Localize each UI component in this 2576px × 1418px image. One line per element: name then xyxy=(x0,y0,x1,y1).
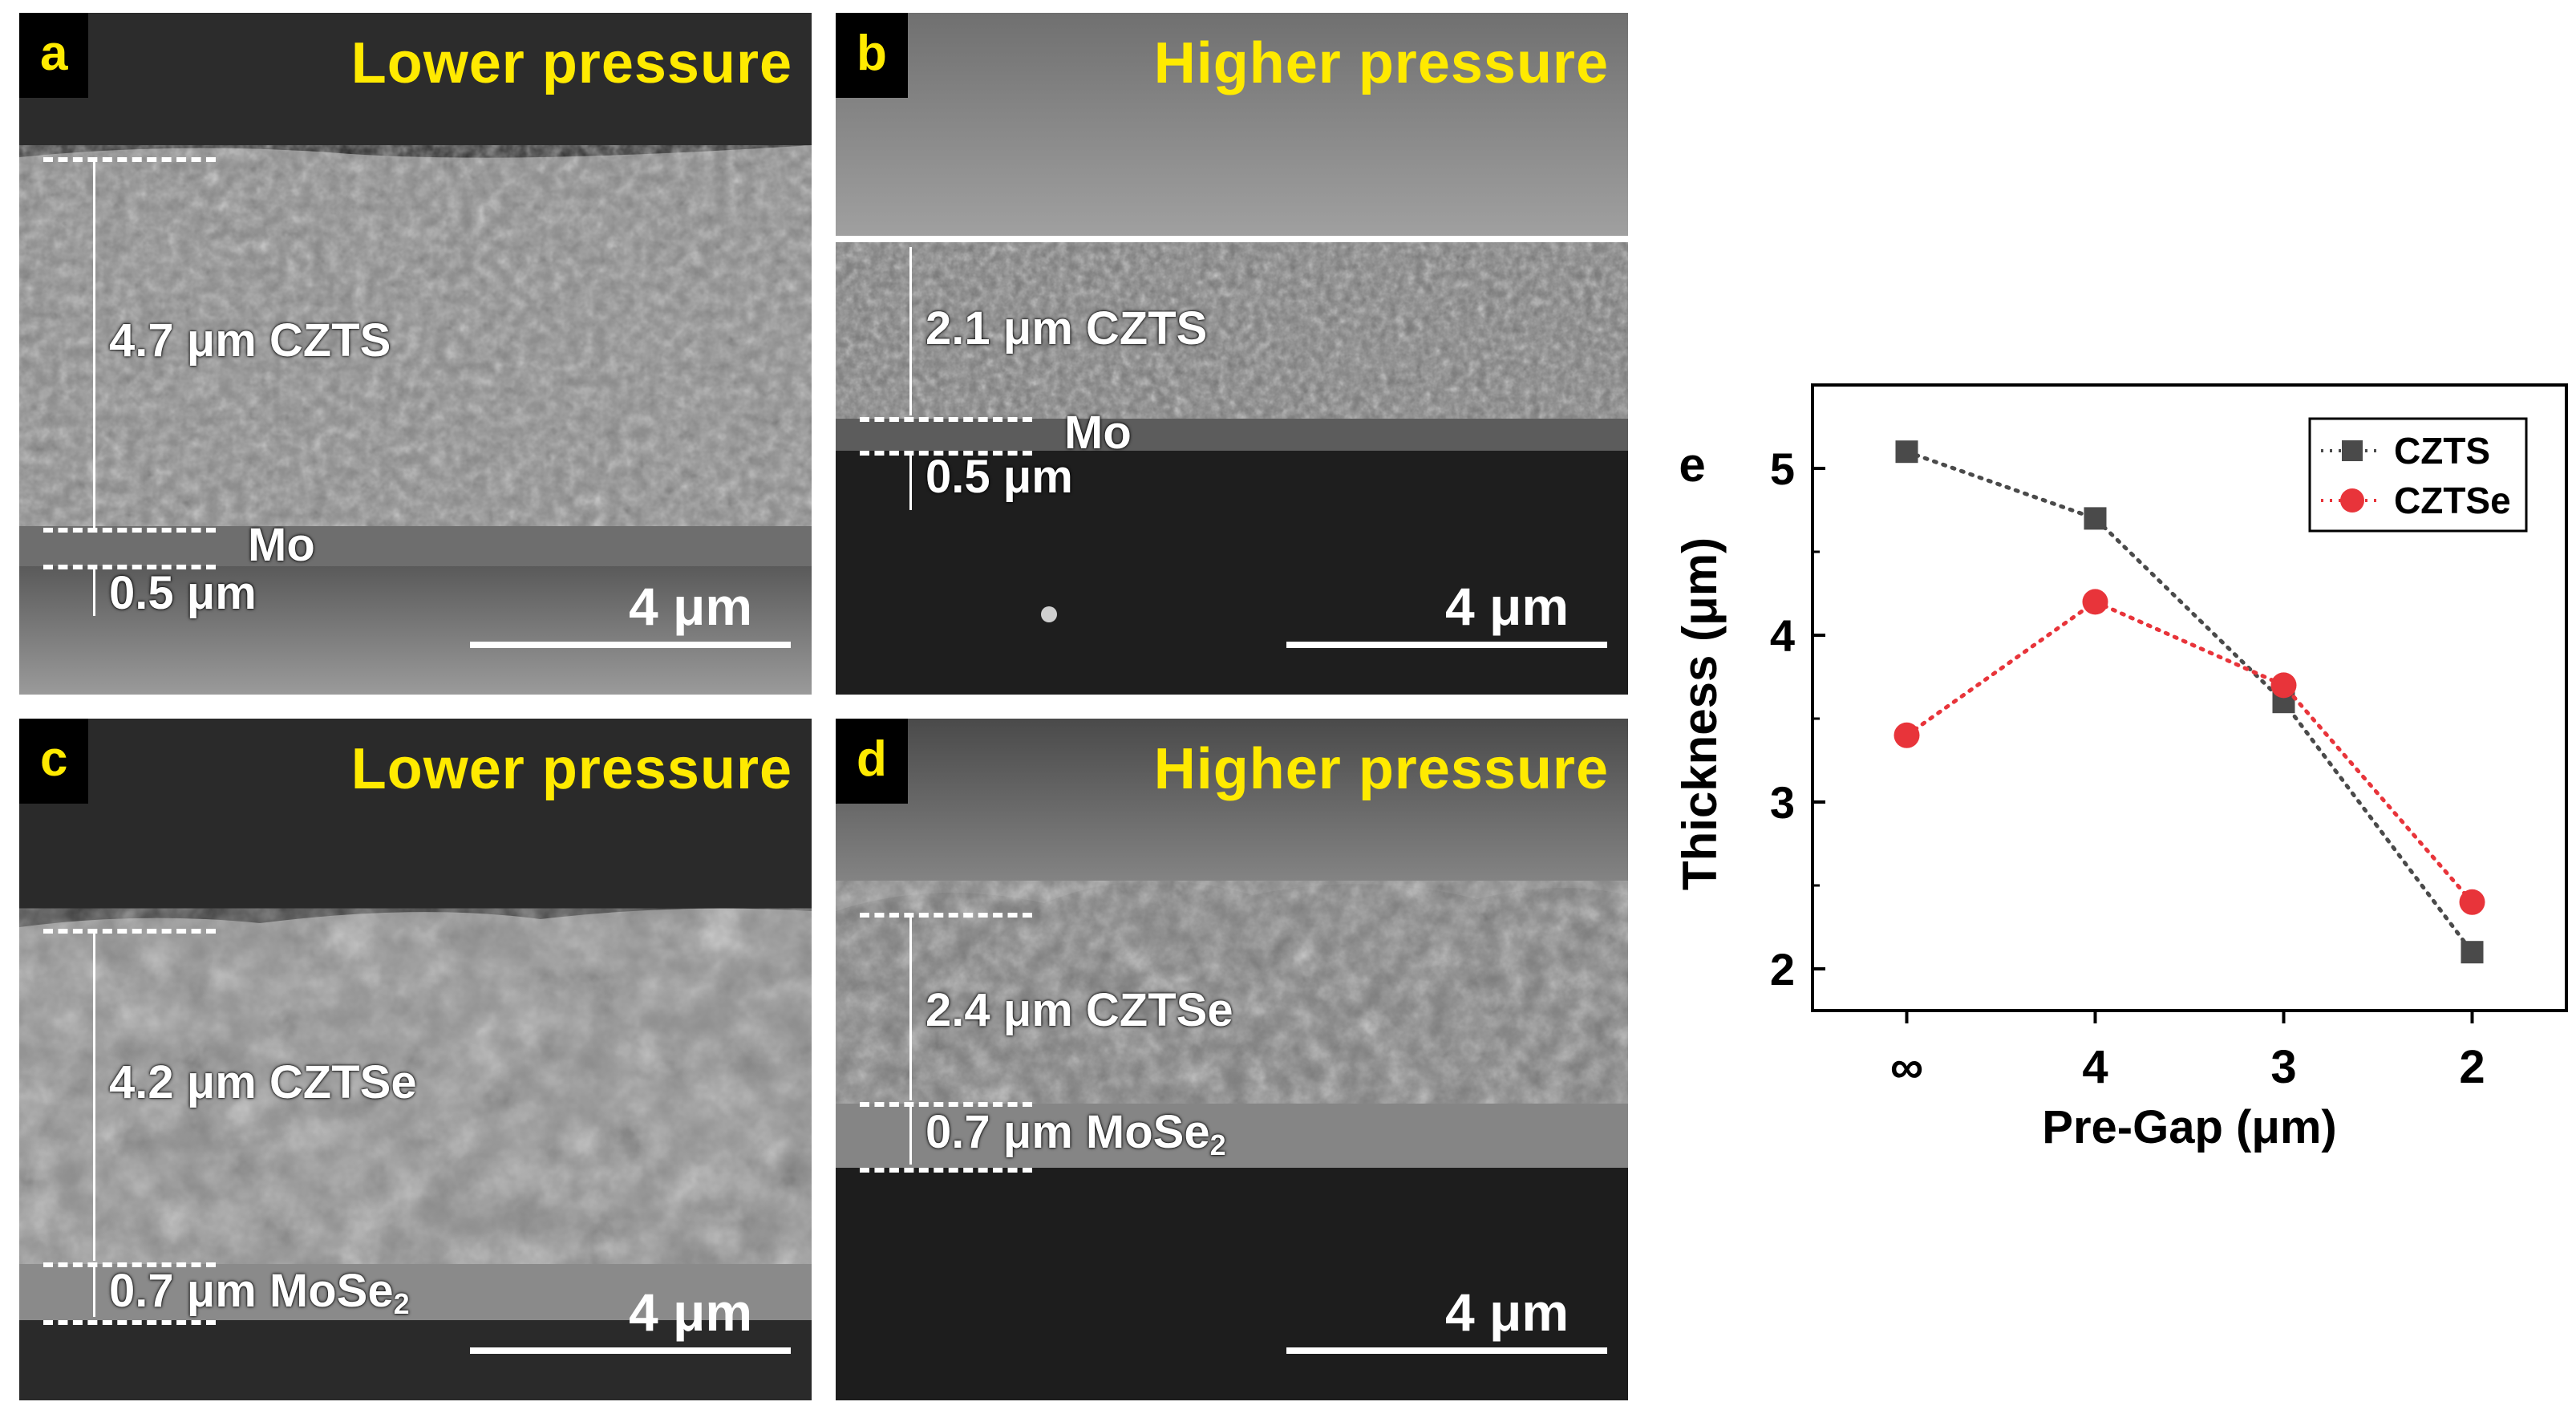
dash-bot-c xyxy=(43,1320,216,1325)
dash-top-a xyxy=(43,157,216,162)
sem-image-c xyxy=(19,719,812,1400)
series-czts xyxy=(1895,440,2484,964)
thickness-arrow-a xyxy=(93,160,95,529)
legend-marker xyxy=(2340,488,2364,513)
scale-bar-label-c: 4 μm xyxy=(629,1282,753,1342)
layer-thickness-d-sub: 2 xyxy=(1209,1128,1226,1161)
layer-thickness-c-sub: 2 xyxy=(393,1286,410,1320)
film-thickness-a: 4.7 μm CZTS xyxy=(109,314,391,367)
sem-panel-d: d Higher pressure 2.4 μm CZTSe 0.7 μm Mo… xyxy=(836,719,1628,1400)
y-tick-label: 5 xyxy=(1770,444,1795,494)
panel-label-c: c xyxy=(19,719,89,804)
panel-label-a: a xyxy=(19,13,89,98)
film-thickness-d: 2.4 μm CZTSe xyxy=(925,984,1233,1036)
series-line-czts xyxy=(1905,449,2474,954)
layer-thickness-c-main: 0.7 μm MoSe xyxy=(109,1265,394,1317)
scale-bar-label-a: 4 μm xyxy=(629,577,753,636)
panel-label-e: e xyxy=(1679,438,1705,492)
dash-top-c xyxy=(43,929,216,934)
x-tick-label: 4 xyxy=(2082,1041,2108,1093)
legend-label: CZTS xyxy=(2394,430,2490,472)
panel-label-d: d xyxy=(836,719,908,804)
dash-bot-d xyxy=(860,1168,1032,1173)
layer-label-b: Mo xyxy=(1064,407,1132,459)
layer-arrow-d xyxy=(909,1105,912,1165)
dash-mid-a xyxy=(43,528,216,533)
scale-bar-b xyxy=(1286,642,1607,648)
dash-top-d xyxy=(860,913,1032,918)
scale-bar-label-b: 4 μm xyxy=(1445,577,1569,636)
sem-panel-c: c Lower pressure 4.2 μm CZTSe 0.7 μm MoS… xyxy=(19,719,812,1400)
x-axis-label: Pre-Gap (μm) xyxy=(2042,1101,2336,1153)
layer-label-a: Mo xyxy=(248,519,315,571)
sem-image-a xyxy=(19,13,812,695)
film-thickness-c: 4.2 μm CZTSe xyxy=(109,1056,417,1108)
x-tick-label: 3 xyxy=(2270,1041,2296,1093)
sem-image-d xyxy=(836,719,1628,1400)
layer-thickness-b: 0.5 μm xyxy=(925,451,1073,503)
condition-label-c: Lower pressure xyxy=(350,737,792,801)
condition-label-d: Higher pressure xyxy=(1153,737,1609,801)
scale-bar-a xyxy=(470,642,791,648)
layer-thickness-c: 0.7 μm MoSe2 xyxy=(109,1264,410,1321)
thickness-arrow-c xyxy=(93,932,95,1261)
data-point-cztse xyxy=(2270,672,2297,699)
series-cztse xyxy=(1894,589,2485,915)
dash-mid-c xyxy=(43,1262,216,1267)
layer-thickness-d-main: 0.7 μm MoSe xyxy=(925,1106,1210,1158)
scale-bar-d xyxy=(1286,1347,1607,1354)
x-tick-label: ∞ xyxy=(1890,1041,1923,1093)
data-point-cztse xyxy=(2082,589,2108,615)
thickness-chart: 2 3 4 5 ∞ 4 3 2 Pre-Gap (μm) Thickness (μm) e CZTS C… xyxy=(1673,383,2568,1153)
x-tick-label: 2 xyxy=(2459,1041,2485,1093)
scale-bar-label-d: 4 μm xyxy=(1445,1282,1569,1342)
sem-panel-b: b Higher pressure 2.1 μm CZTS Mo 0.5 μm … xyxy=(836,13,1628,695)
dash-bot-a xyxy=(43,565,216,569)
series-line-cztse xyxy=(1905,599,2474,905)
legend-marker xyxy=(2342,440,2363,461)
legend-box xyxy=(2308,417,2528,533)
layer-thickness-a: 0.5 μm xyxy=(109,567,257,619)
panel-label-b: b xyxy=(836,13,908,98)
film-thickness-b: 2.1 μm CZTS xyxy=(925,302,1208,354)
dash-mid-d xyxy=(860,1102,1032,1107)
y-axis-label: Thickness (μm) xyxy=(1673,537,1727,890)
dash-mid-b xyxy=(860,417,1032,422)
data-point-czts xyxy=(2461,941,2484,964)
condition-label-a: Lower pressure xyxy=(350,31,792,95)
y-tick-label: 2 xyxy=(1770,944,1795,995)
condition-label-b: Higher pressure xyxy=(1153,31,1609,95)
dash-bot-b xyxy=(860,451,1032,456)
y-tick-label: 4 xyxy=(1770,610,1795,661)
layer-arrow-b xyxy=(909,454,912,510)
layer-arrow-c xyxy=(93,1266,95,1317)
scale-bar-c xyxy=(470,1347,791,1354)
sem-panel-a: a Lower pressure 4.7 μm CZTS Mo 0.5 μm 4… xyxy=(19,13,812,695)
layer-arrow-a xyxy=(93,568,95,616)
data-point-czts xyxy=(2084,507,2107,530)
data-point-cztse xyxy=(2459,889,2485,915)
data-point-czts xyxy=(1895,440,1918,464)
plot-frame xyxy=(1811,383,2568,1012)
sem-image-b xyxy=(836,13,1628,695)
data-point-cztse xyxy=(1894,722,1920,748)
y-tick-label: 3 xyxy=(1770,777,1795,828)
thickness-arrow-d xyxy=(909,916,912,1100)
thickness-arrow-b xyxy=(909,247,912,415)
layer-thickness-d: 0.7 μm MoSe2 xyxy=(925,1105,1226,1162)
legend-label: CZTSe xyxy=(2394,480,2511,521)
